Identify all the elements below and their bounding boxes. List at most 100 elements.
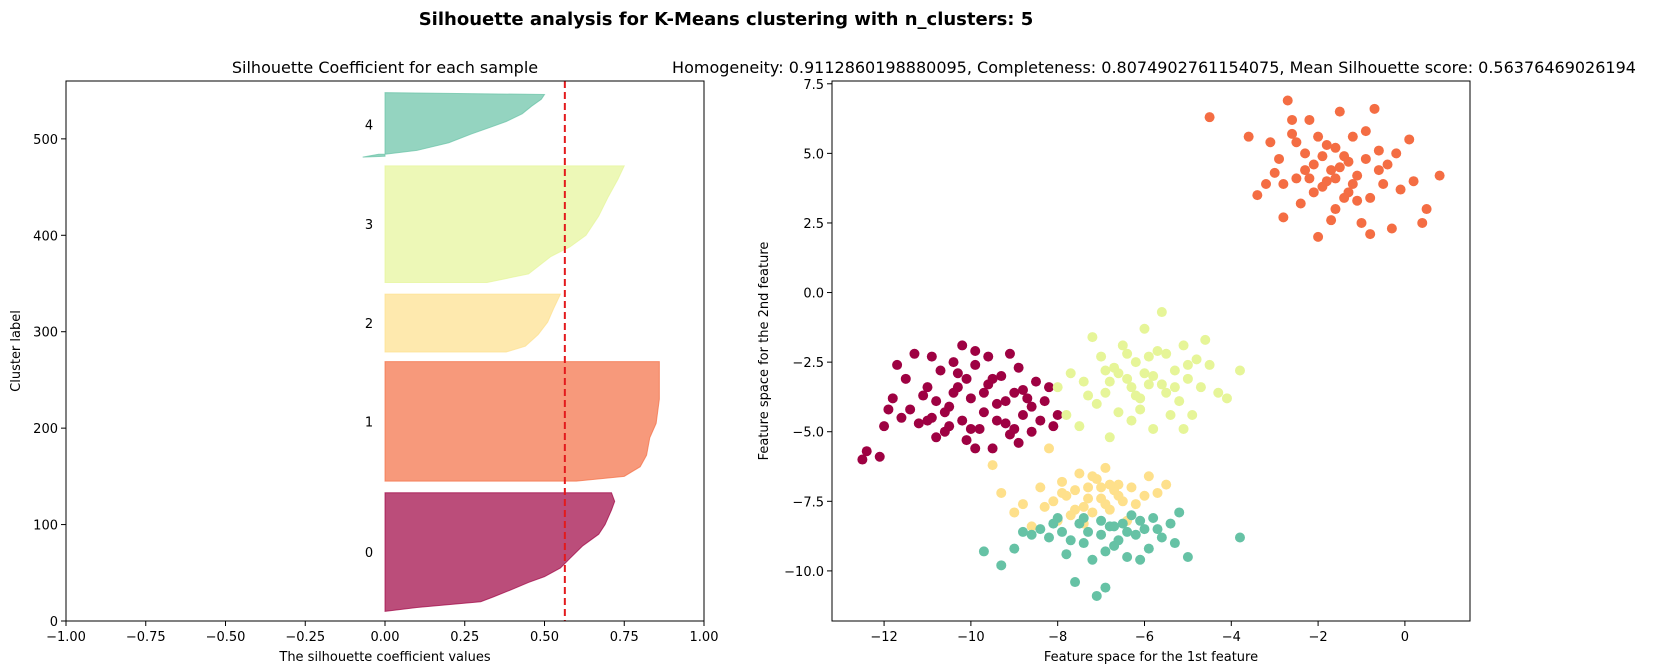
- scatter-point-cluster-1: [1360, 153, 1371, 164]
- scatter-point-cluster-0: [939, 407, 950, 418]
- scatter-point-cluster-1: [1330, 204, 1341, 215]
- scatter-point-cluster-0: [996, 371, 1007, 382]
- scatter-point-cluster-0: [952, 382, 963, 393]
- y-tick-label: 100: [33, 519, 58, 534]
- scatter-point-cluster-0: [857, 454, 868, 465]
- scatter-point-cluster-0: [991, 398, 1002, 409]
- scatter-point-cluster-1: [1369, 103, 1380, 114]
- scatter-point-cluster-3: [1074, 421, 1085, 432]
- y-tick-label: −7.5: [792, 495, 824, 510]
- y-tick-label: 2.5: [803, 217, 824, 232]
- scatter-point-cluster-0: [909, 348, 920, 359]
- scatter-point-cluster-1: [1313, 131, 1324, 142]
- scatter-point-cluster-2: [1113, 479, 1124, 490]
- scatter-point-cluster-4: [1152, 524, 1163, 535]
- scatter-point-cluster-0: [1048, 421, 1059, 432]
- scatter-point-cluster-1: [1382, 159, 1393, 170]
- x-tick-label: −1.00: [46, 630, 86, 645]
- y-axis-label: Cluster label: [9, 310, 24, 392]
- scatter-point-cluster-0: [965, 423, 976, 434]
- scatter-point-cluster-0: [1000, 396, 1011, 407]
- scatter-point-cluster-0: [905, 404, 916, 415]
- scatter-point-cluster-4: [1065, 535, 1076, 546]
- scatter-point-cluster-3: [1143, 351, 1154, 362]
- scatter-point-cluster-3: [1083, 390, 1094, 401]
- y-tick-label: −10.0: [784, 565, 824, 580]
- scatter-point-cluster-4: [978, 546, 989, 557]
- cluster-label-0: 0: [365, 546, 373, 561]
- scatter-point-cluster-0: [965, 393, 976, 404]
- scatter-point-cluster-0: [896, 412, 907, 423]
- scatter-point-cluster-3: [1117, 340, 1128, 351]
- scatter-point-cluster-2: [1087, 471, 1098, 482]
- scatter-point-cluster-2: [1143, 471, 1154, 482]
- scatter-point-cluster-4: [1234, 532, 1245, 543]
- scatter-point-cluster-2: [1100, 462, 1111, 473]
- scatter-point-cluster-3: [1221, 393, 1232, 404]
- x-tick-label: −8: [1048, 630, 1067, 645]
- scatter-point-cluster-1: [1339, 192, 1350, 203]
- x-tick-label: 0.25: [450, 630, 479, 645]
- scatter-point-cluster-2: [1044, 443, 1055, 454]
- scatter-point-cluster-1: [1373, 165, 1384, 176]
- scatter-point-cluster-1: [1300, 148, 1311, 159]
- scatter-point-cluster-0: [970, 359, 981, 370]
- x-tick-label: 0.50: [530, 630, 559, 645]
- axes-title: Silhouette Coefficient for each sample: [232, 58, 538, 77]
- scatter-point-cluster-4: [1148, 513, 1159, 524]
- scatter-point-cluster-3: [1161, 387, 1172, 398]
- scatter-point-cluster-1: [1204, 112, 1215, 123]
- scatter-point-cluster-4: [1087, 554, 1098, 565]
- x-tick-label: 1.00: [690, 630, 719, 645]
- scatter-point-cluster-2: [1087, 507, 1098, 518]
- x-tick-label: 0: [1401, 630, 1409, 645]
- scatter-point-cluster-1: [1347, 131, 1358, 142]
- scatter-point-cluster-0: [948, 357, 959, 368]
- scatter-point-cluster-3: [1130, 357, 1141, 368]
- scatter-point-cluster-1: [1360, 126, 1371, 137]
- scatter-point-cluster-3: [1204, 359, 1215, 370]
- scatter-point-cluster-3: [1122, 348, 1133, 359]
- scatter-point-cluster-2: [1009, 507, 1020, 518]
- scatter-point-cluster-1: [1282, 95, 1293, 106]
- y-tick-label: 400: [33, 229, 58, 244]
- scatter-point-cluster-0: [978, 387, 989, 398]
- y-tick-label: 0: [50, 615, 58, 630]
- scatter-point-cluster-2: [1078, 501, 1089, 512]
- scatter-point-cluster-2: [1083, 482, 1094, 493]
- scatter-point-cluster-2: [1130, 499, 1141, 510]
- scatter-point-cluster-1: [1391, 148, 1402, 159]
- cluster-label-3: 3: [365, 218, 373, 233]
- scatter-point-cluster-2: [1152, 487, 1163, 498]
- scatter-point-cluster-0: [970, 443, 981, 454]
- scatter-point-cluster-1: [1404, 134, 1415, 145]
- scatter-point-cluster-4: [1182, 551, 1193, 562]
- scatter-point-cluster-4: [1078, 538, 1089, 549]
- scatter-point-cluster-3: [1182, 359, 1193, 370]
- scatter-point-cluster-1: [1417, 217, 1428, 228]
- y-tick-label: 200: [33, 422, 58, 437]
- silhouette-plot: −1.00 −0.75 −0.50 −0.25 0.00 0.25 0.50 0.75 1.00…: [9, 58, 718, 665]
- scatter-point-cluster-3: [1182, 373, 1193, 384]
- scatter-point-cluster-1: [1291, 137, 1302, 148]
- scatter-point-cluster-4: [1135, 515, 1146, 526]
- scatter-point-cluster-0: [1013, 362, 1024, 373]
- scatter-point-cluster-4: [1135, 554, 1146, 565]
- scatter-point-cluster-3: [1152, 346, 1163, 356]
- scatter-point-cluster-4: [1091, 590, 1102, 601]
- scatter-point-cluster-0: [978, 407, 989, 418]
- scatter-point-cluster-1: [1278, 212, 1289, 223]
- scatter-point-cluster-1: [1313, 231, 1324, 242]
- silhouette-band-cluster-1: [384, 361, 660, 482]
- scatter-point-cluster-0: [987, 443, 998, 454]
- scatter-point-cluster-1: [1365, 192, 1376, 203]
- scatter-point-cluster-3: [1213, 387, 1224, 398]
- scatter-point-cluster-4: [1061, 549, 1072, 560]
- x-tick-label: −0.25: [285, 630, 325, 645]
- scatter-point-cluster-0: [961, 373, 972, 384]
- scatter-point-cluster-0: [1022, 393, 1033, 404]
- scatter-point-cluster-1: [1261, 178, 1272, 189]
- scatter-point-cluster-3: [1104, 432, 1115, 443]
- scatter-point-cluster-3: [1148, 423, 1159, 434]
- scatter-point-cluster-2: [1035, 482, 1046, 493]
